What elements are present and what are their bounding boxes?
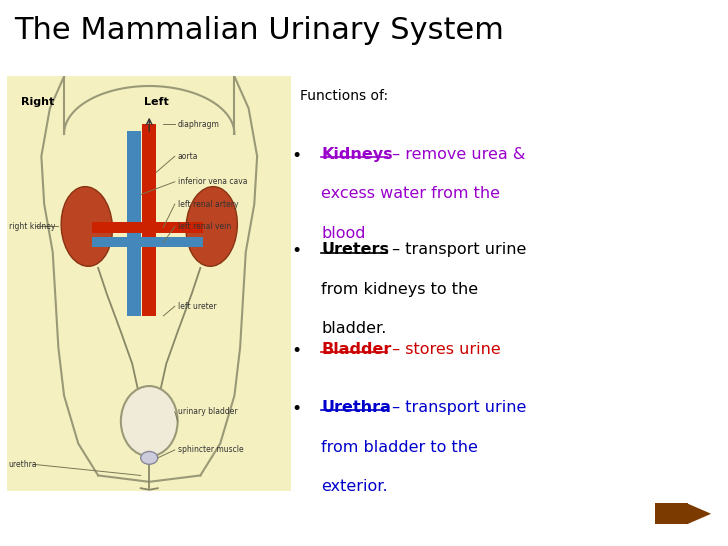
Text: Ureters: Ureters (321, 242, 389, 257)
Text: •: • (291, 342, 301, 360)
Text: •: • (291, 242, 301, 260)
Bar (141, 237, 203, 247)
Text: left ureter: left ureter (178, 302, 216, 311)
FancyBboxPatch shape (7, 76, 291, 491)
Text: Kidneys: Kidneys (321, 147, 393, 162)
Text: urethra: urethra (9, 460, 37, 469)
Ellipse shape (186, 187, 237, 266)
Text: •: • (291, 147, 301, 165)
Text: from bladder to the: from bladder to the (321, 440, 478, 454)
Text: excess water from the: excess water from the (321, 186, 500, 201)
Bar (127, 130, 141, 316)
Polygon shape (687, 503, 711, 524)
Text: aorta: aorta (178, 152, 198, 161)
Text: blood: blood (321, 226, 365, 241)
Bar (142, 124, 157, 316)
Text: left renal vein: left renal vein (178, 222, 231, 231)
Text: right kidney: right kidney (9, 222, 55, 231)
Text: bladder.: bladder. (321, 321, 387, 336)
Text: •: • (291, 400, 301, 418)
Text: – transport urine: – transport urine (387, 400, 527, 415)
Ellipse shape (121, 386, 178, 456)
Ellipse shape (61, 187, 112, 266)
Text: Functions of:: Functions of: (300, 89, 388, 103)
Text: inferior vena cava: inferior vena cava (178, 177, 247, 186)
Text: – transport urine: – transport urine (387, 242, 527, 257)
Text: – remove urea &: – remove urea & (387, 147, 526, 162)
Text: – stores urine: – stores urine (387, 342, 501, 357)
Bar (92, 222, 142, 233)
Bar (157, 222, 203, 233)
Text: urinary bladder: urinary bladder (178, 407, 237, 416)
Text: from kidneys to the: from kidneys to the (321, 282, 478, 297)
Text: Right: Right (22, 97, 55, 107)
Bar (654, 503, 688, 524)
Ellipse shape (141, 452, 158, 464)
Bar (92, 237, 127, 247)
Text: sphincter muscle: sphincter muscle (178, 446, 243, 454)
Text: The Mammalian Urinary System: The Mammalian Urinary System (15, 16, 505, 45)
Text: exterior.: exterior. (321, 479, 388, 494)
Text: Bladder: Bladder (321, 342, 392, 357)
Text: diaphragm: diaphragm (178, 120, 220, 129)
Text: Left: Left (143, 97, 168, 107)
Text: Urethra: Urethra (321, 400, 391, 415)
Text: left renal artery: left renal artery (178, 200, 238, 209)
